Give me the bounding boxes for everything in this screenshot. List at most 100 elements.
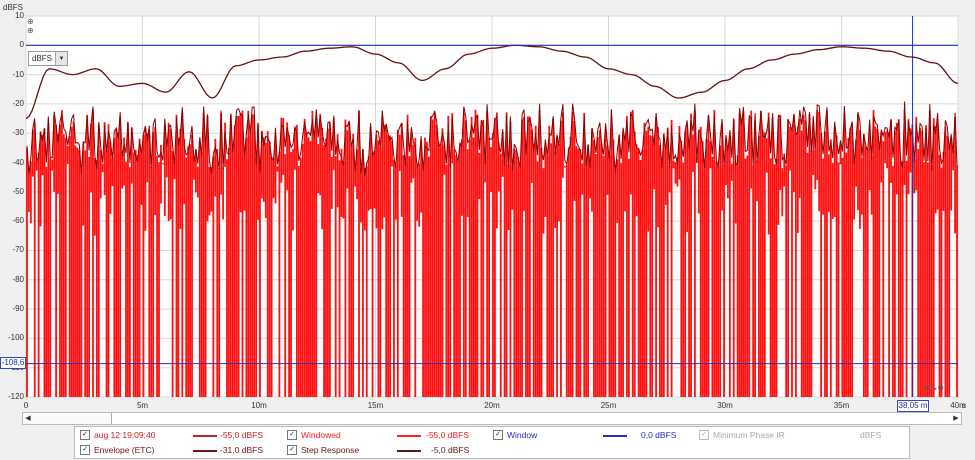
windowed-sample (391, 140, 393, 167)
windowed-sample (340, 148, 343, 217)
windowed-sample (332, 118, 335, 171)
windowed-sample (497, 142, 500, 192)
windowed-sample (264, 142, 267, 218)
checkbox-icon[interactable]: ✓ (493, 430, 503, 440)
y-tick-label: -70 (12, 245, 24, 255)
windowed-sample (612, 139, 615, 397)
windowed-sample (303, 119, 306, 397)
windowed-sample (585, 158, 588, 397)
checkbox-icon[interactable]: ✓ (80, 430, 90, 440)
windowed-sample (194, 149, 197, 193)
windowed-sample (826, 110, 828, 397)
windowed-sample (299, 157, 302, 397)
windowed-sample (552, 118, 555, 397)
windowed-sample (521, 119, 523, 398)
windowed-sample (540, 147, 543, 397)
windowed-sample (462, 112, 465, 397)
legend-swatch (397, 435, 421, 437)
legend-value: 0,0 dBFS (641, 430, 677, 440)
windowed-sample (156, 155, 158, 397)
legend-item-envelope[interactable]: ✓ Envelope (ETC) (80, 444, 154, 456)
legend-item-windowed[interactable]: ✓ Windowed (287, 429, 341, 441)
windowed-sample (866, 148, 869, 397)
windowed-sample (725, 139, 727, 186)
windowed-sample (897, 119, 900, 397)
checkbox-icon[interactable]: ✓ (287, 445, 297, 455)
windowed-sample (354, 164, 357, 187)
zoom-fit-icons[interactable]: ⊖↘⊕ (924, 383, 945, 392)
windowed-sample (429, 116, 432, 398)
windowed-sample (173, 158, 176, 180)
windowed-sample (373, 150, 376, 209)
windowed-sample (587, 145, 590, 397)
windowed-sample (361, 148, 364, 397)
zoom-icons[interactable]: ⊕ ⊕ (27, 17, 34, 35)
windowed-sample (169, 128, 172, 220)
windowed-sample (627, 158, 630, 397)
windowed-sample (754, 120, 756, 398)
horizontal-scrollbar[interactable]: ◀ ▶ (22, 412, 962, 425)
windowed-sample (92, 110, 94, 397)
windowed-sample (594, 153, 597, 397)
checkbox-icon[interactable]: ✓ (699, 430, 709, 440)
windowed-sample (394, 164, 397, 220)
windowed-sample (61, 110, 63, 397)
windowed-sample (903, 109, 906, 186)
windowed-sample (699, 126, 702, 397)
windowed-sample (818, 111, 821, 212)
windowed-sample (736, 155, 739, 397)
checkbox-icon[interactable]: ✓ (287, 430, 297, 440)
windowed-sample (398, 134, 401, 171)
legend-item-minimum-phase[interactable]: ✓ Minimum Phase IR (699, 429, 785, 441)
windowed-sample (631, 109, 634, 397)
scroll-left-icon[interactable]: ◀ (25, 415, 31, 422)
windowed-sample (459, 144, 461, 397)
windowed-sample (447, 115, 450, 398)
windowed-sample (800, 130, 803, 397)
windowed-sample (544, 144, 547, 217)
chart-plot[interactable] (0, 0, 975, 412)
y-tick-label: -40 (12, 157, 24, 167)
windowed-sample (523, 117, 525, 212)
legend-panel: ✓ aug 12 19:09:40 -55,0 dBFS ✓ Windowed … (74, 426, 910, 459)
windowed-sample (338, 160, 341, 397)
windowed-sample (534, 125, 537, 398)
scroll-right-icon[interactable]: ▶ (953, 415, 959, 422)
windowed-sample (602, 155, 605, 397)
unit-dropdown[interactable]: dBFS ▼ (28, 51, 68, 66)
windowed-sample (717, 166, 720, 397)
windowed-sample (127, 122, 129, 397)
windowed-sample (488, 137, 490, 398)
windowed-sample (158, 162, 160, 397)
windowed-sample (439, 144, 442, 397)
windowed-sample (229, 114, 232, 397)
windowed-sample (565, 164, 568, 397)
legend-label: Minimum Phase IR (713, 430, 785, 440)
windowed-sample (907, 119, 910, 195)
windowed-sample (472, 137, 475, 397)
legend-value: -31,0 dBFS (220, 445, 263, 455)
legend-item-measurement[interactable]: ✓ aug 12 19:09:40 (80, 429, 155, 441)
y-tick-label: -90 (12, 304, 24, 314)
windowed-sample (606, 145, 609, 195)
windowed-sample (321, 127, 324, 230)
legend-item-window[interactable]: ✓ Window (493, 429, 537, 441)
windowed-sample (29, 161, 32, 224)
legend-item-step-response[interactable]: ✓ Step Response (287, 444, 359, 456)
windowed-sample (47, 122, 50, 398)
windowed-sample (336, 134, 339, 208)
legend-swatch (603, 435, 627, 437)
windowed-sample (433, 111, 436, 397)
checkbox-icon[interactable]: ✓ (80, 445, 90, 455)
windowed-sample (554, 151, 557, 228)
scroll-thumb[interactable] (111, 413, 960, 424)
windowed-sample (730, 163, 733, 181)
windowed-sample (206, 115, 209, 222)
windowed-sample (216, 149, 219, 397)
windowed-sample (806, 152, 809, 397)
x-tick-label: 40m (950, 401, 966, 410)
x-tick-label: 25m (600, 401, 617, 410)
windowed-sample (235, 115, 238, 397)
windowed-sample (136, 154, 139, 397)
windowed-sample (793, 115, 795, 193)
